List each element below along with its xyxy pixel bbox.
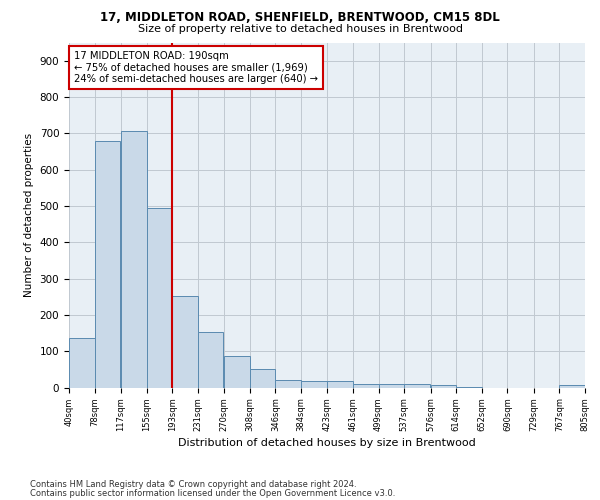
Bar [353, 384, 379, 388]
Bar [275, 380, 301, 388]
Bar [69, 338, 95, 388]
Y-axis label: Number of detached properties: Number of detached properties [24, 133, 34, 297]
Bar [301, 381, 326, 388]
X-axis label: Distribution of detached houses by size in Brentwood: Distribution of detached houses by size … [178, 438, 476, 448]
Bar [95, 142, 120, 388]
Text: Size of property relative to detached houses in Brentwood: Size of property relative to detached ho… [137, 24, 463, 34]
Bar [456, 387, 482, 388]
Text: 17 MIDDLETON ROAD: 190sqm
← 75% of detached houses are smaller (1,969)
24% of se: 17 MIDDLETON ROAD: 190sqm ← 75% of detac… [74, 51, 318, 84]
Bar [404, 384, 430, 388]
Text: 17, MIDDLETON ROAD, SHENFIELD, BRENTWOOD, CM15 8DL: 17, MIDDLETON ROAD, SHENFIELD, BRENTWOOD… [100, 11, 500, 24]
Bar [559, 384, 585, 388]
Bar [379, 384, 404, 388]
Text: Contains HM Land Registry data © Crown copyright and database right 2024.: Contains HM Land Registry data © Crown c… [30, 480, 356, 489]
Bar [431, 385, 456, 388]
Bar [250, 370, 275, 388]
Bar [198, 332, 223, 388]
Bar [146, 208, 172, 388]
Bar [121, 130, 146, 388]
Text: Contains public sector information licensed under the Open Government Licence v3: Contains public sector information licen… [30, 490, 395, 498]
Bar [224, 356, 250, 388]
Bar [172, 296, 198, 388]
Bar [328, 382, 353, 388]
